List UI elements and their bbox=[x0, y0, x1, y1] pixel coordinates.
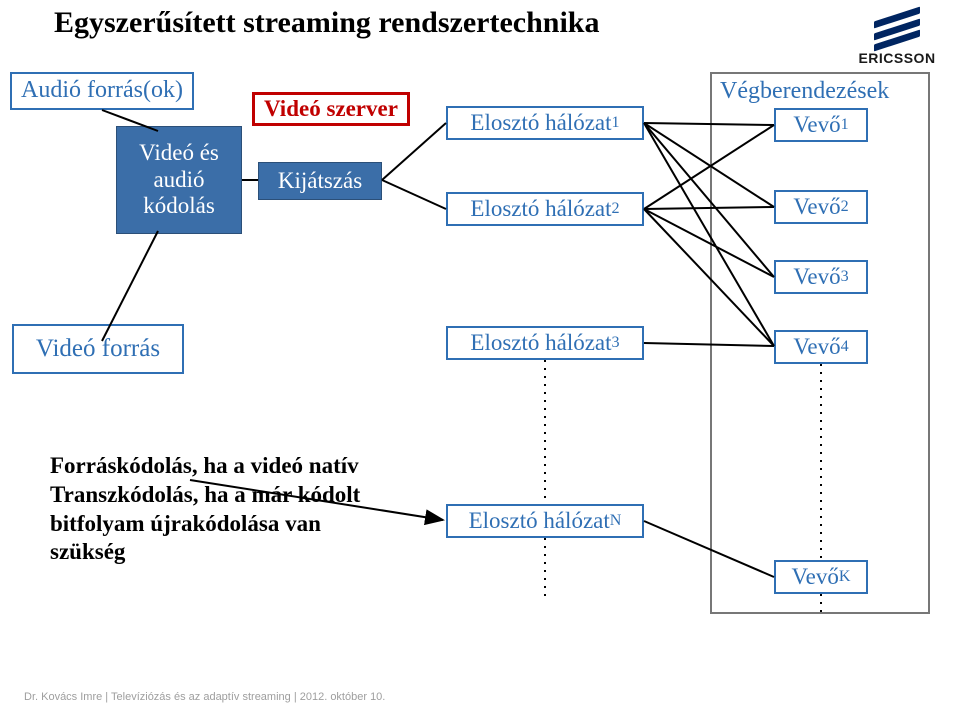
receiver-3-box: Vevő3 bbox=[774, 260, 868, 294]
slide-title: Egyszerűsített streaming rendszertechnik… bbox=[54, 6, 599, 40]
receiver-2-box: Vevő2 bbox=[774, 190, 868, 224]
network-2-box: Elosztó hálózat2 bbox=[446, 192, 644, 226]
network-1-box: Elosztó hálózat1 bbox=[446, 106, 644, 140]
video-server-box: Videó szerver bbox=[252, 92, 410, 126]
description-text: Forráskódolás, ha a videó natív Transzkó… bbox=[50, 452, 360, 567]
desc-line: szükség bbox=[50, 538, 360, 567]
codec-box: Videó és audió kódolás bbox=[116, 126, 242, 234]
receiver-4-box: Vevő4 bbox=[774, 330, 868, 364]
desc-line: Forráskódolás, ha a videó natív bbox=[50, 452, 360, 481]
play-box: Kijátszás bbox=[258, 162, 382, 200]
audio-source-box: Audió forrás(ok) bbox=[10, 72, 194, 110]
slide-stage: { "title":{"text":"Egyszerűsített stream… bbox=[0, 0, 960, 713]
network-N-box: Elosztó hálózatN bbox=[446, 504, 644, 538]
receiver-K-box: VevőK bbox=[774, 560, 868, 594]
logo-bars-icon bbox=[874, 7, 920, 52]
video-source-box: Videó forrás bbox=[12, 324, 184, 374]
network-3-box: Elosztó hálózat3 bbox=[446, 326, 644, 360]
slide-footer: Dr. Kovács Imre | Televíziózás és az ada… bbox=[24, 691, 385, 703]
desc-line: bitfolyam újrakódolása van bbox=[50, 510, 360, 539]
receivers-frame-label: Végberendezések bbox=[720, 78, 889, 105]
desc-line: Transzkódolás, ha a már kódolt bbox=[50, 481, 360, 510]
receiver-1-box: Vevő1 bbox=[774, 108, 868, 142]
logo-brand-text: ERICSSON bbox=[858, 50, 936, 66]
